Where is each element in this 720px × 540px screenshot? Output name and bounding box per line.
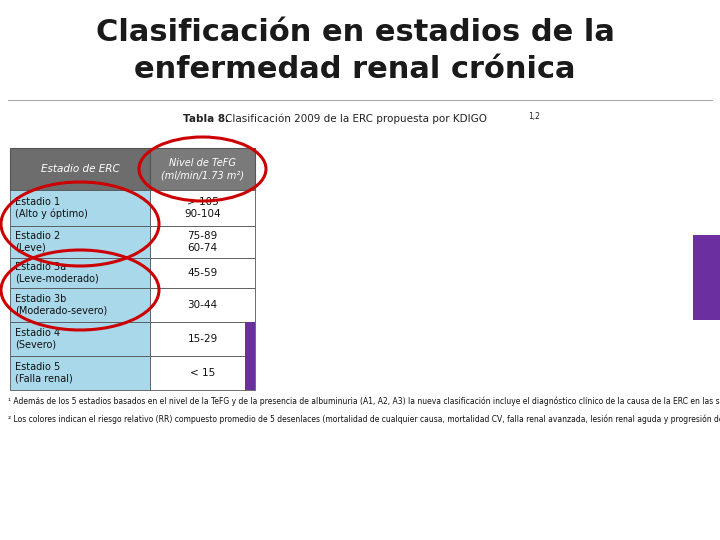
Bar <box>10 226 150 258</box>
Bar <box>10 322 150 356</box>
Text: ¹ Además de los 5 estadios basados en el nivel de la TeFG y de la presencia de a: ¹ Además de los 5 estadios basados en el… <box>8 396 720 406</box>
Text: enfermedad renal crónica: enfermedad renal crónica <box>134 55 576 84</box>
Bar <box>10 258 150 288</box>
Bar <box>693 235 720 320</box>
Bar <box>10 190 150 226</box>
Text: Nivel de TeFG
(ml/min/1.73 m²): Nivel de TeFG (ml/min/1.73 m²) <box>161 158 244 180</box>
Text: 15-29: 15-29 <box>187 334 217 344</box>
Text: Estadio 3a
(Leve-moderado): Estadio 3a (Leve-moderado) <box>15 262 99 284</box>
Text: Estadio 3b
(Moderado-severo): Estadio 3b (Moderado-severo) <box>15 294 107 316</box>
Bar <box>150 322 255 356</box>
Text: Tabla 8.: Tabla 8. <box>183 114 229 124</box>
Text: > 105
90-104: > 105 90-104 <box>184 197 221 219</box>
Text: 75-89
60-74: 75-89 60-74 <box>187 231 217 253</box>
Text: Clasificación en estadios de la: Clasificación en estadios de la <box>96 18 614 47</box>
Text: Estadio de ERC: Estadio de ERC <box>40 164 120 174</box>
Text: Estadio 2
(Leve): Estadio 2 (Leve) <box>15 231 60 253</box>
Text: ² Los colores indican el riesgo relativo (RR) compuesto promedio de 5 desenlaces: ² Los colores indican el riesgo relativo… <box>8 414 720 423</box>
Text: Estadio 4
(Severo): Estadio 4 (Severo) <box>15 328 60 350</box>
Bar <box>10 356 150 390</box>
Text: 1,2: 1,2 <box>528 112 540 121</box>
Bar <box>150 190 255 226</box>
Text: Estadio 1
(Alto y óptimo): Estadio 1 (Alto y óptimo) <box>15 197 88 219</box>
Bar <box>150 356 255 390</box>
Bar <box>10 148 150 190</box>
Bar <box>10 288 150 322</box>
Bar <box>150 148 255 190</box>
Text: 45-59: 45-59 <box>187 268 217 278</box>
Text: Estadio 5
(Falla renal): Estadio 5 (Falla renal) <box>15 362 73 384</box>
Bar <box>150 288 255 322</box>
Bar <box>150 226 255 258</box>
Bar <box>150 258 255 288</box>
Bar <box>245 322 255 390</box>
Text: 30-44: 30-44 <box>187 300 217 310</box>
Text: < 15: < 15 <box>190 368 215 378</box>
Text: Clasificación 2009 de la ERC propuesta por KDIGO: Clasificación 2009 de la ERC propuesta p… <box>225 114 487 125</box>
